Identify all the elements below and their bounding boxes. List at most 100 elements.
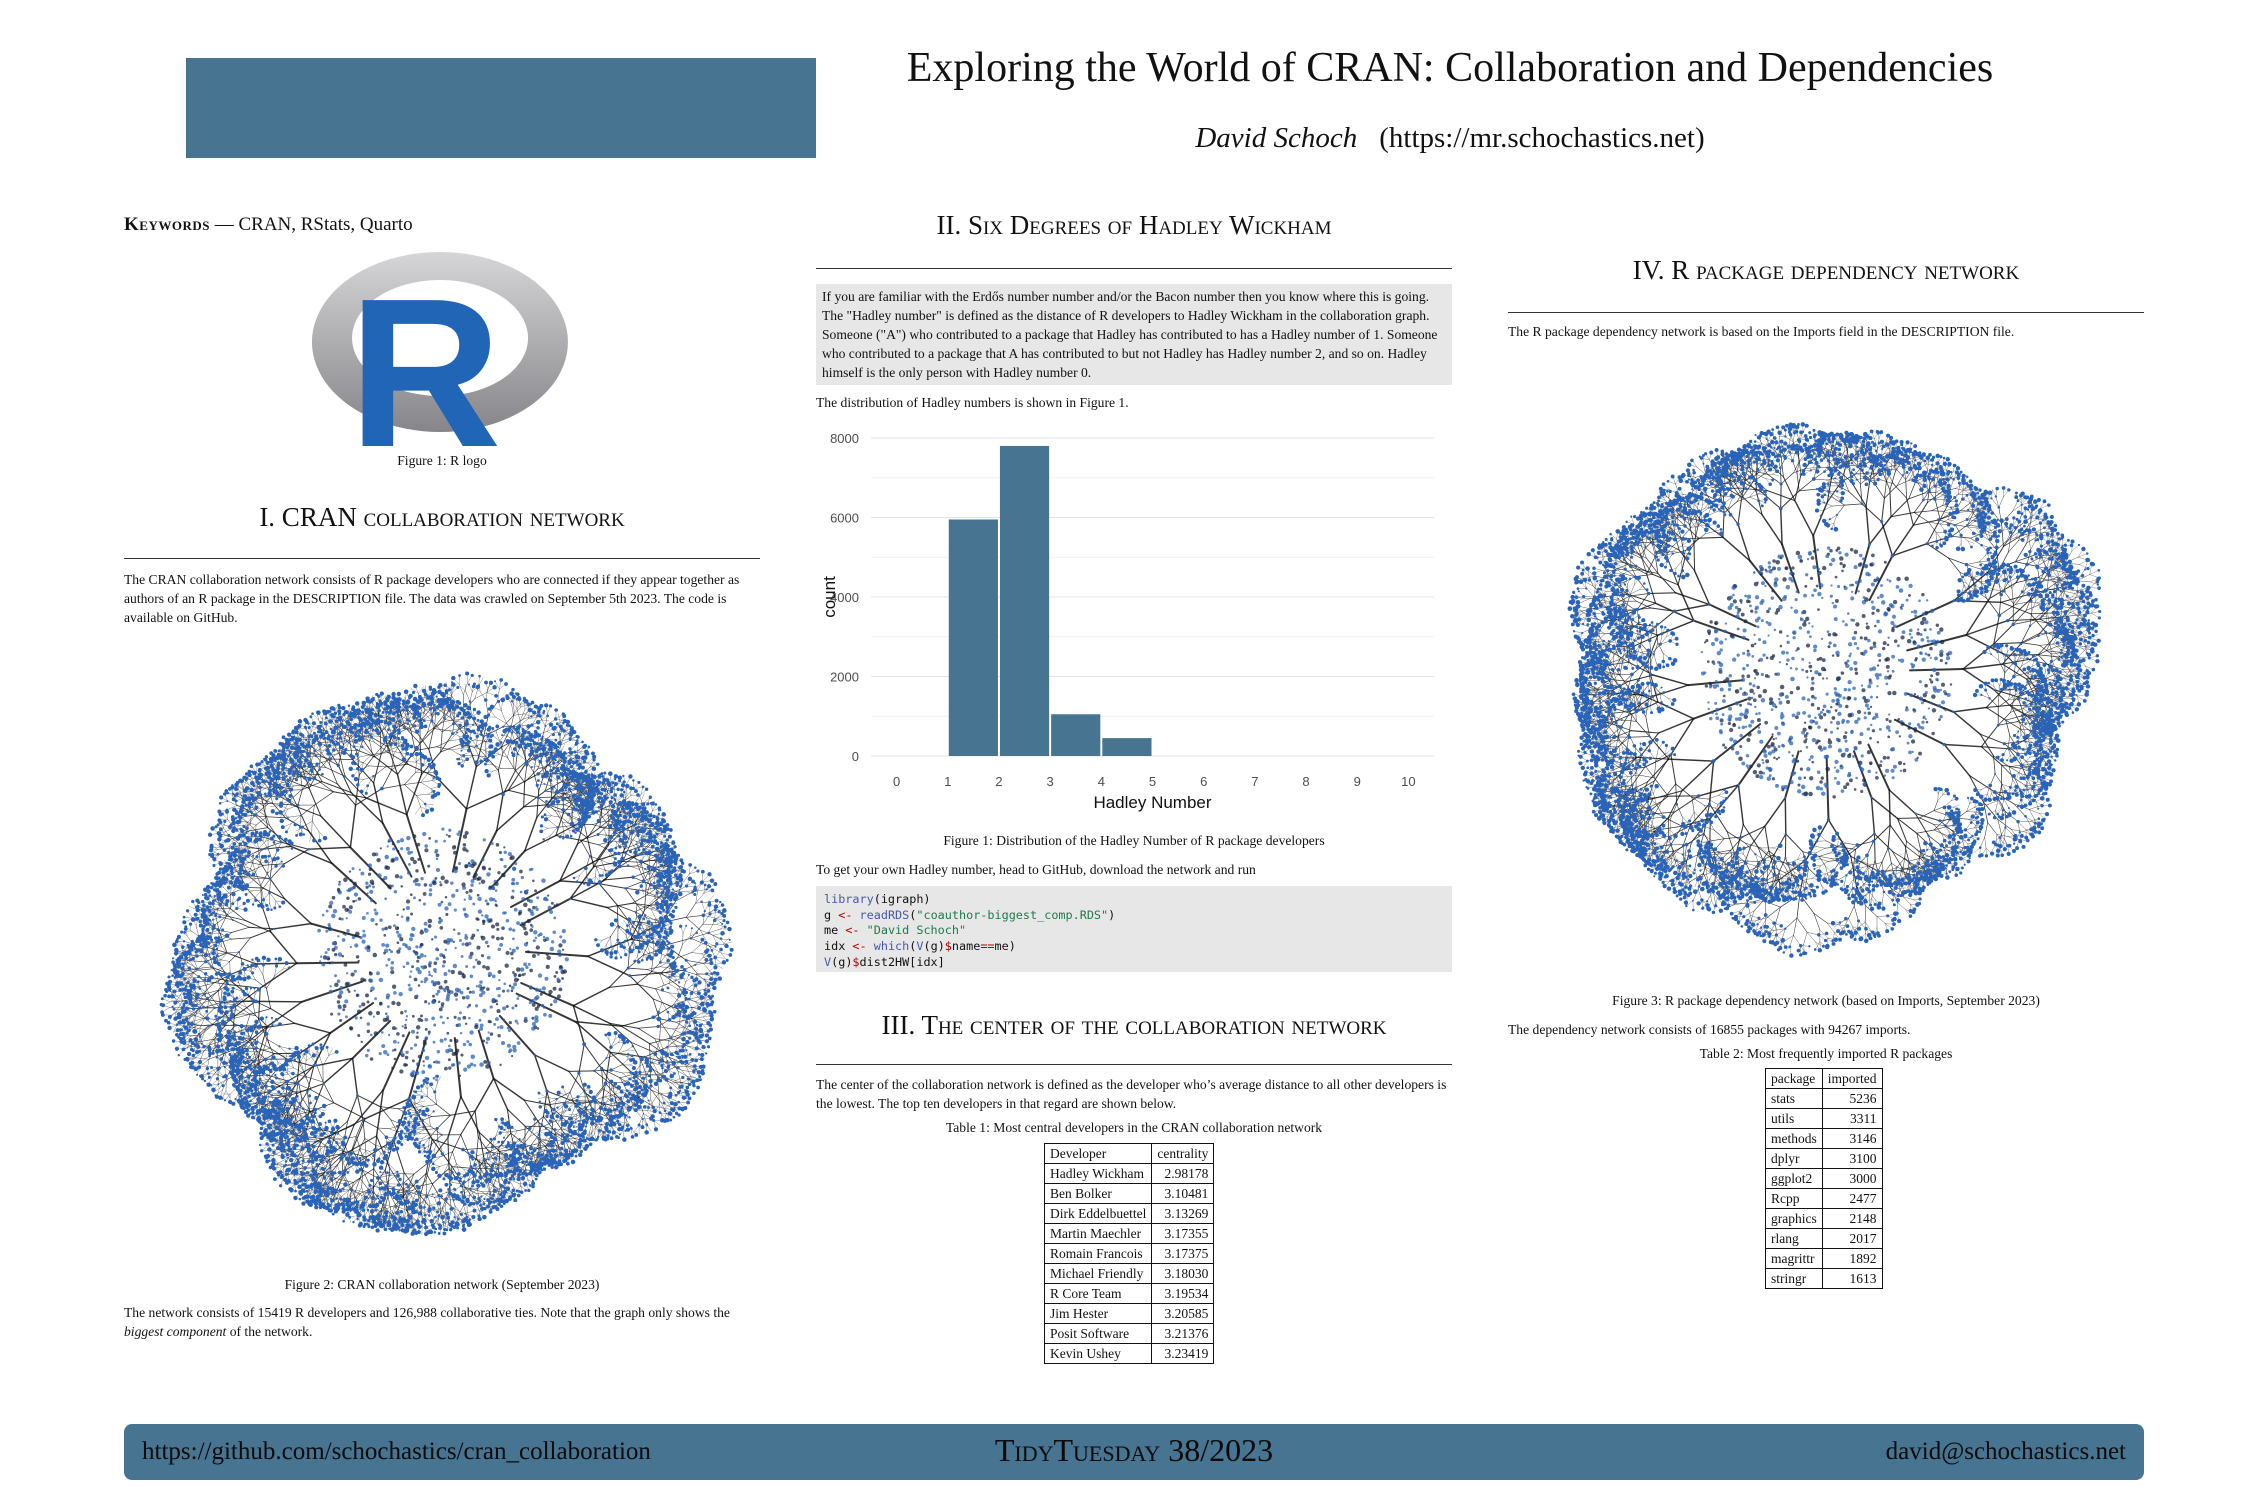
logo-caption: Figure 1: R logo: [124, 453, 760, 469]
code-line-2: g <- readRDS("coauthor-biggest_comp.RDS"…: [824, 908, 1115, 922]
header-banner: [186, 58, 816, 158]
table-cell: 2477: [1821, 1188, 1883, 1209]
section1-intro: The CRAN collaboration network consists …: [124, 570, 760, 627]
keywords: Keywords — CRAN, RStats, Quarto: [124, 214, 413, 236]
table-cell: 3.10481: [1151, 1183, 1215, 1204]
table-row: Michael Friendly 3.18030: [1043, 1263, 1215, 1284]
section2-heading: II. Six Degrees of Hadley Wickham: [816, 210, 1452, 241]
table-cell: 3000: [1821, 1168, 1883, 1189]
table-cell: Posit Software: [1043, 1323, 1153, 1344]
table-cell: 2017: [1821, 1228, 1883, 1249]
table-row: ggplot2 3000: [1765, 1168, 1883, 1189]
code-line-5: V(g)$dist2HW[idx]: [824, 955, 945, 969]
section3-text: The center of the collaboration network …: [816, 1075, 1452, 1113]
code-line-4: idx <- which(V(g)$name==me): [824, 939, 1016, 953]
figure2-caption: Figure 2: CRAN collaboration network (Se…: [124, 1277, 760, 1293]
column-header: package: [1765, 1068, 1823, 1089]
table-cell: graphics: [1765, 1208, 1823, 1229]
section3-rule: [816, 1064, 1452, 1065]
table-row: Jim Hester 3.20585: [1043, 1303, 1215, 1324]
table-row: rlang 2017: [1765, 1228, 1883, 1249]
keywords-label: Keywords: [124, 214, 210, 235]
table1-caption: Table 1: Most central developers in the …: [816, 1120, 1452, 1136]
section1-outro: The network consists of 15419 R develope…: [124, 1303, 760, 1341]
table-cell: magrittr: [1765, 1248, 1823, 1269]
table-cell: 3100: [1821, 1148, 1883, 1169]
outro-emph: biggest component: [124, 1324, 226, 1339]
table-cell: stringr: [1765, 1268, 1823, 1289]
keywords-sep: —: [210, 214, 239, 235]
table-row: Kevin Ushey 3.23419: [1043, 1343, 1215, 1364]
x-tick-label: 10: [1401, 774, 1415, 789]
x-tick-label: 6: [1200, 774, 1207, 789]
author-name: David Schoch: [1195, 122, 1357, 154]
table-cell: dplyr: [1765, 1148, 1823, 1169]
table-cell: utils: [1765, 1108, 1823, 1129]
central-developers-table: Developer centrality Hadley Wickham 2.98178…: [1043, 1143, 1215, 1364]
r-logo-letter: R: [348, 254, 501, 450]
y-axis-label: count: [820, 576, 839, 618]
table-header-row: Developer centrality: [1043, 1143, 1215, 1164]
footer-bar: https://github.com/schochastics/cran_col…: [124, 1424, 2144, 1480]
y-tick-label: 0: [852, 749, 859, 764]
figure3-caption: Figure 3: R package dependency network (…: [1508, 993, 2144, 1009]
table-cell: Michael Friendly: [1043, 1263, 1153, 1284]
table-cell: 3.19534: [1151, 1283, 1215, 1304]
table-cell: 3.17355: [1151, 1223, 1215, 1244]
footer-email[interactable]: david@schochastics.net: [1886, 1438, 2126, 1466]
table-cell: 3.17375: [1151, 1243, 1215, 1264]
section1-rule: [124, 558, 760, 559]
section2-rule: [816, 268, 1452, 269]
table-row: Posit Software 3.21376: [1043, 1323, 1215, 1344]
hadley-histogram: 0 2000 4000 6000 8000 0 1 2 3 4 5 6 7 8 9 10 Hadley Numb…: [820, 431, 1434, 812]
table-cell: methods: [1765, 1128, 1823, 1149]
network-nodes: [159, 671, 734, 1237]
table-row: methods 3146: [1765, 1128, 1883, 1149]
table-row: Ben Bolker 3.10481: [1043, 1183, 1215, 1204]
table-cell: 3.21376: [1151, 1323, 1215, 1344]
section4-rule: [1508, 312, 2144, 313]
section4-intro: The R package dependency network is base…: [1508, 322, 2144, 341]
footer-repo-link[interactable]: https://github.com/schochastics/cran_col…: [142, 1438, 651, 1466]
network-nodes: [1567, 422, 2102, 958]
x-axis-label: Hadley Number: [1093, 793, 1211, 812]
table-cell: 2148: [1821, 1208, 1883, 1229]
table-cell: 5236: [1821, 1088, 1883, 1109]
r-logo: R: [312, 252, 568, 450]
histogram-bar: [948, 519, 998, 756]
table-cell: 2.98178: [1151, 1163, 1215, 1184]
table-cell: rlang: [1765, 1228, 1823, 1249]
y-tick-label: 8000: [830, 431, 859, 446]
table-row: stats 5236: [1765, 1088, 1883, 1109]
table-cell: Rcpp: [1765, 1188, 1823, 1209]
code-line-3: me <- "David Schoch": [824, 923, 966, 937]
table-cell: stats: [1765, 1088, 1823, 1109]
table-row: graphics 2148: [1765, 1208, 1883, 1229]
table-cell: Dirk Eddelbuettel: [1043, 1203, 1153, 1224]
collaboration-network-figure: [159, 671, 734, 1237]
get-hadley-text: To get your own Hadley number, head to G…: [816, 860, 1452, 879]
table-cell: ggplot2: [1765, 1168, 1823, 1189]
section4-summary: The dependency network consists of 16855…: [1508, 1020, 2144, 1039]
x-tick-label: 9: [1354, 774, 1361, 789]
table2-caption: Table 2: Most frequently imported R pack…: [1508, 1046, 2144, 1062]
hadley-callout: If you are familiar with the Erdős numbe…: [816, 284, 1452, 385]
x-tick-label: 4: [1098, 774, 1105, 789]
x-tick-label: 8: [1302, 774, 1309, 789]
column-header: Developer: [1043, 1143, 1153, 1164]
distribution-text: The distribution of Hadley numbers is sh…: [816, 393, 1452, 412]
y-tick-label: 6000: [830, 511, 859, 526]
table-cell: 3.23419: [1151, 1343, 1215, 1364]
figure1-caption: Figure 1: Distribution of the Hadley Num…: [816, 833, 1452, 849]
x-tick-label: 0: [893, 774, 900, 789]
author-url[interactable]: (https://mr.schochastics.net): [1379, 122, 1704, 154]
table-cell: 3146: [1821, 1128, 1883, 1149]
network-core: [1700, 546, 1953, 799]
table-cell: Martin Maechler: [1043, 1223, 1153, 1244]
histogram-bar: [999, 445, 1050, 756]
table-cell: Romain Francois: [1043, 1243, 1153, 1264]
table-cell: Kevin Ushey: [1043, 1343, 1153, 1364]
table-row: Martin Maechler 3.17355: [1043, 1223, 1215, 1244]
author-line: David Schoch (https://mr.schochastics.net…: [880, 122, 2020, 155]
outro-prefix: The network consists of 15419 R develope…: [124, 1305, 730, 1320]
